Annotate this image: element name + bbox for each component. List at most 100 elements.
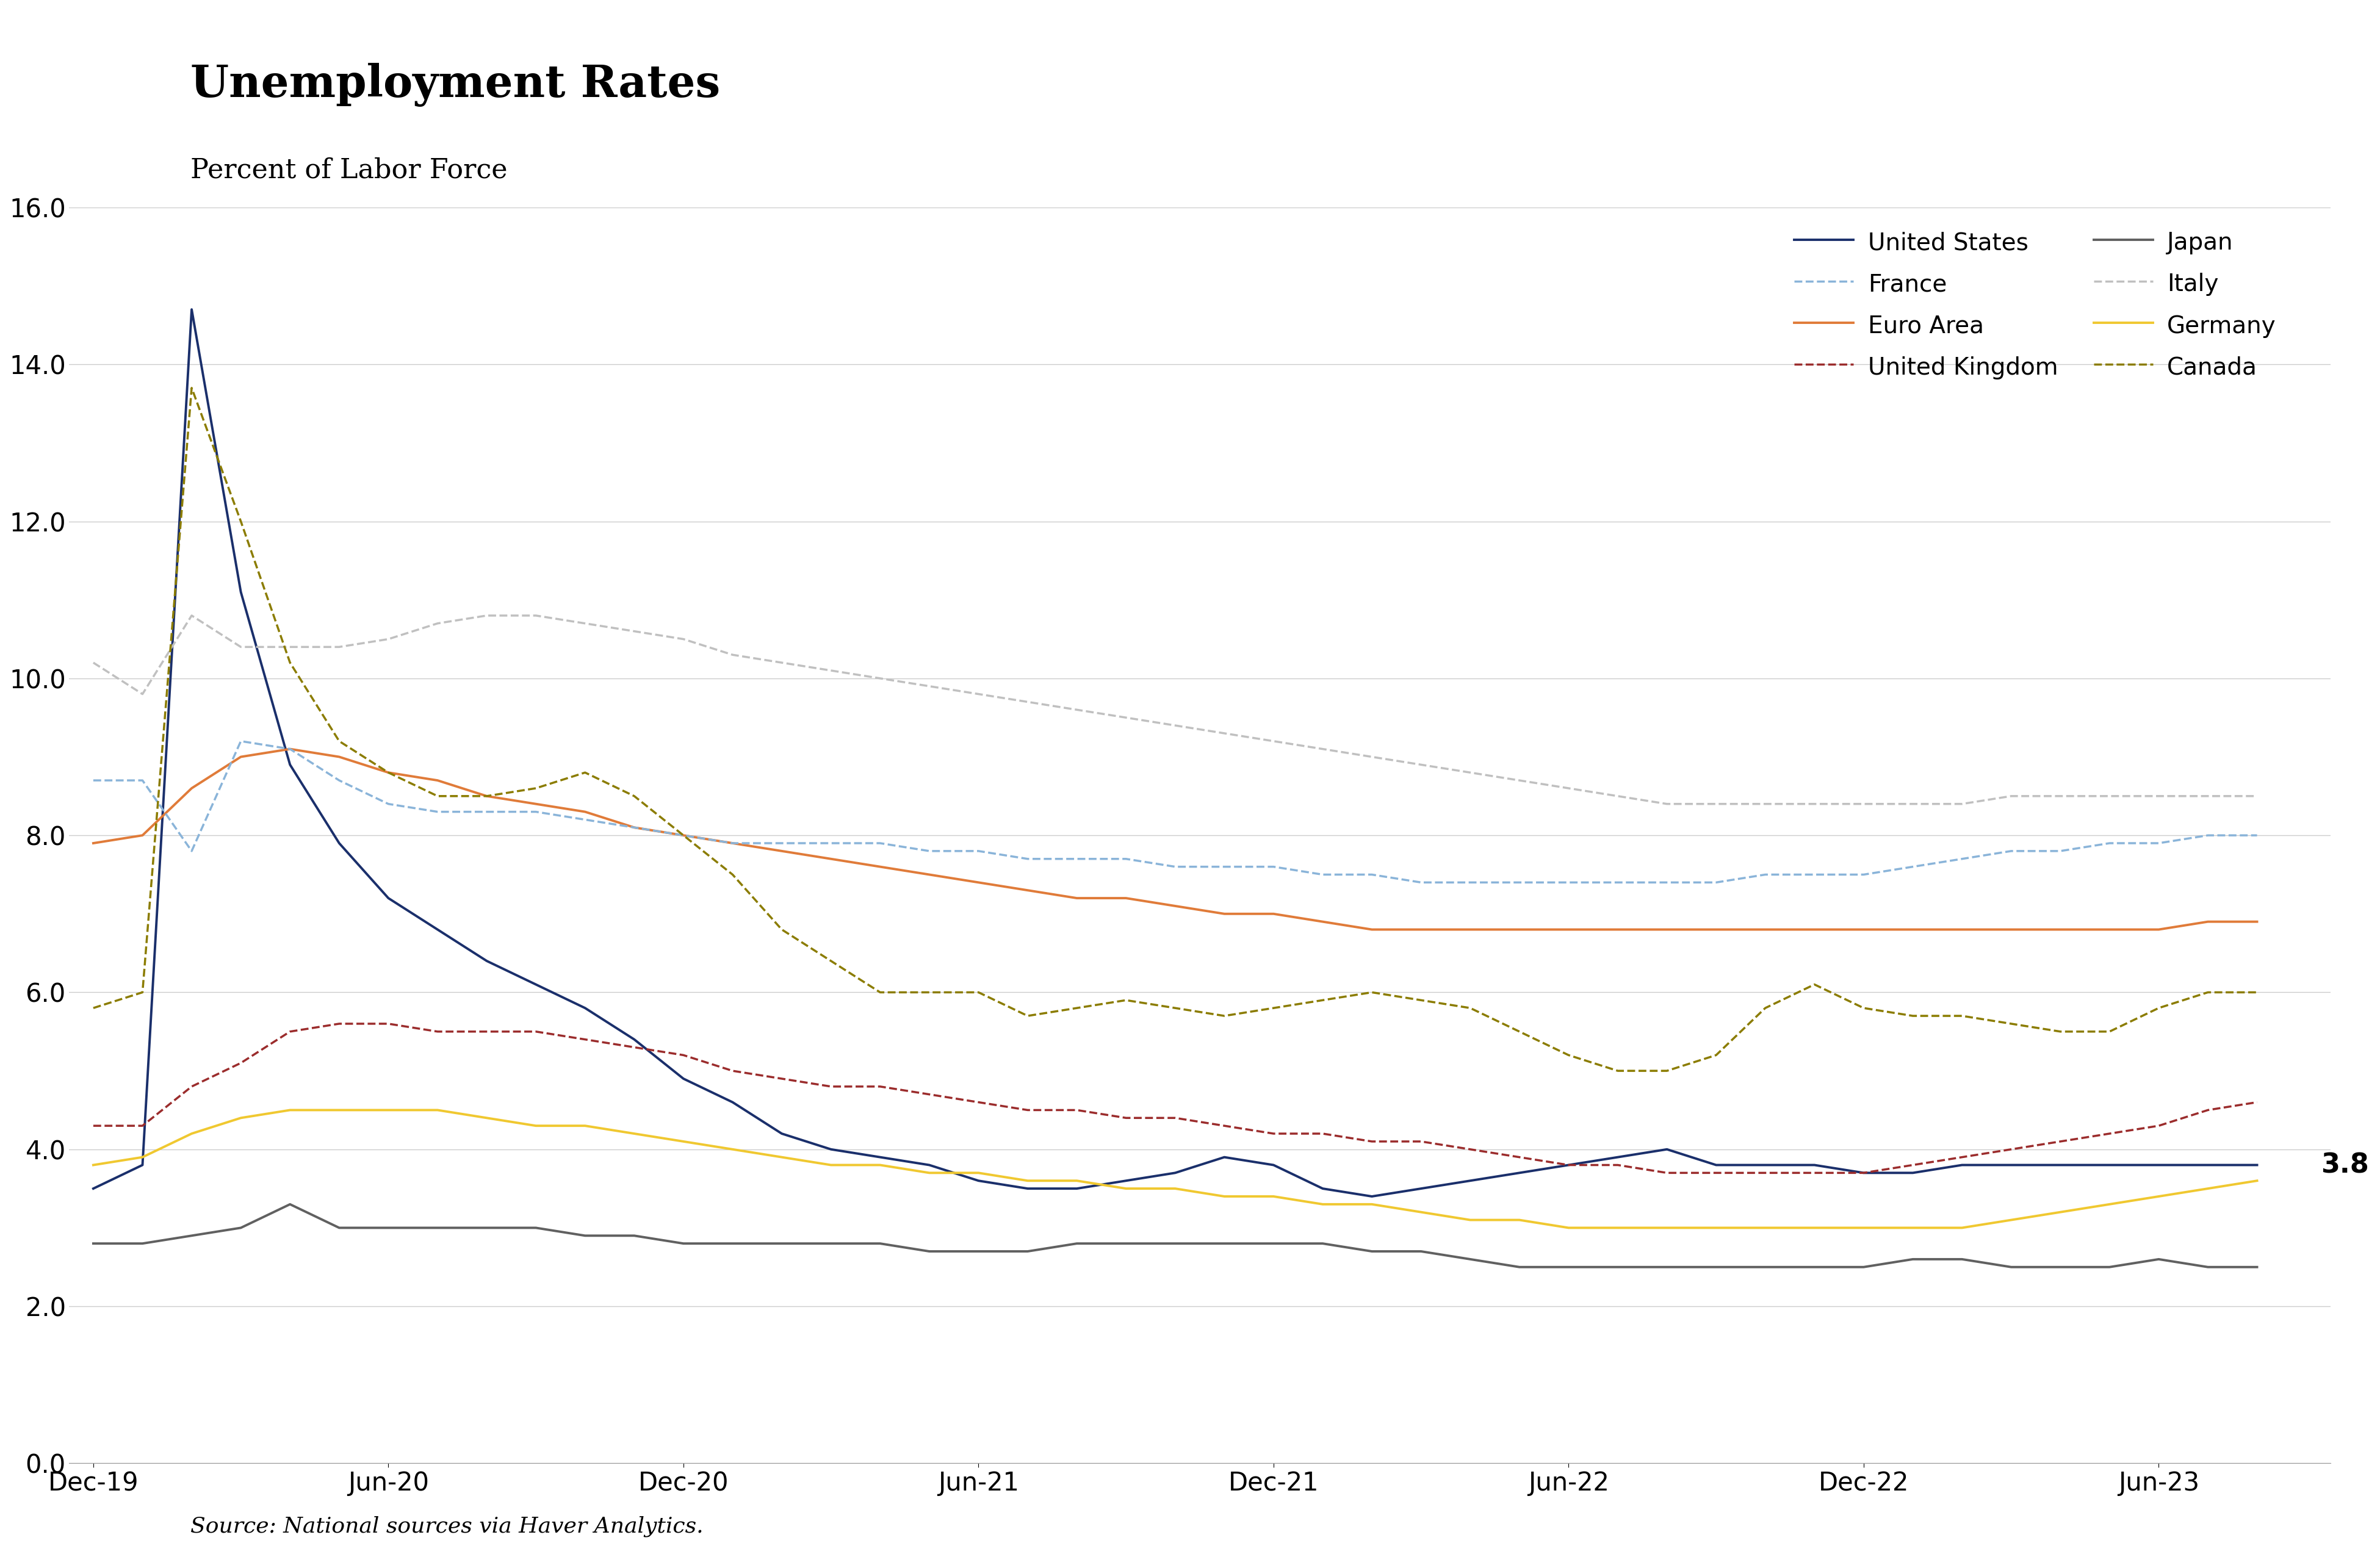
France [79,771,107,790]
Japan [964,1242,992,1261]
France [1752,866,1780,884]
Germany [866,1156,895,1174]
Italy [79,654,107,673]
United Kingdom [1554,1156,1583,1174]
Japan [1702,1258,1730,1276]
Japan [1161,1234,1190,1253]
France [866,834,895,853]
United States [1014,1179,1042,1198]
Euro Area [1997,920,2025,939]
Germany [424,1101,452,1120]
Japan [669,1234,697,1253]
Germany [1799,1218,1828,1237]
Euro Area [1604,920,1633,939]
Italy [2194,787,2223,806]
Italy [179,607,207,626]
United Kingdom [2047,1132,2075,1151]
Japan [474,1218,502,1237]
Euro Area [1014,881,1042,900]
Canada [1061,999,1090,1018]
Germany [276,1101,305,1120]
Canada [276,654,305,673]
Line: United Kingdom: United Kingdom [93,1024,2256,1173]
Italy [326,638,355,657]
Italy [1652,795,1680,814]
Germany [2094,1195,2123,1214]
Euro Area [1161,897,1190,916]
Germany [521,1116,550,1135]
Italy [1849,795,1878,814]
Italy [964,685,992,704]
France [1604,873,1633,892]
France [374,795,402,814]
Canada [2047,1022,2075,1041]
Euro Area [1357,920,1385,939]
Canada [914,983,942,1002]
United States [1161,1163,1190,1182]
United States [1259,1156,1288,1174]
United States [129,1156,157,1174]
France [1997,842,2025,861]
Italy [619,622,647,641]
France [1111,850,1140,869]
Germany [669,1132,697,1151]
France [571,811,600,829]
Italy [424,615,452,633]
United Kingdom [1752,1163,1780,1182]
Japan [2242,1258,2271,1276]
Euro Area [1947,920,1975,939]
Italy [1752,795,1780,814]
United States [1899,1163,1928,1182]
Japan [226,1218,255,1237]
Japan [1111,1234,1140,1253]
United Kingdom [1061,1101,1090,1120]
United States [521,975,550,994]
Italy [474,607,502,626]
United States [1111,1171,1140,1190]
Japan [179,1226,207,1245]
Italy [816,662,845,681]
United States [2194,1156,2223,1174]
United States [719,1093,747,1112]
Canada [1554,1046,1583,1065]
France [1947,850,1975,869]
Canada [1259,999,1288,1018]
Canada [129,983,157,1002]
Germany [1259,1187,1288,1206]
France [719,834,747,853]
Germany [1997,1210,2025,1229]
Line: Japan: Japan [93,1204,2256,1267]
United States [179,299,207,318]
Canada [1014,1007,1042,1025]
France [1161,858,1190,877]
Japan [2094,1258,2123,1276]
France [1407,873,1435,892]
Canada [1799,975,1828,994]
France [226,732,255,751]
Germany [1209,1187,1238,1206]
Euro Area [1504,920,1533,939]
Euro Area [669,826,697,845]
Euro Area [1061,889,1090,908]
Canada [669,826,697,845]
Japan [1604,1258,1633,1276]
United States [1849,1163,1878,1182]
United Kingdom [1652,1163,1680,1182]
Euro Area [2047,920,2075,939]
Canada [619,787,647,806]
Italy [571,615,600,633]
Euro Area [1849,920,1878,939]
Canada [521,779,550,798]
Line: France: France [93,742,2256,883]
Germany [1407,1203,1435,1221]
Euro Area [1752,920,1780,939]
United Kingdom [129,1116,157,1135]
United States [2144,1156,2173,1174]
Italy [866,670,895,688]
Canada [1209,1007,1238,1025]
Germany [2047,1203,2075,1221]
Canada [816,952,845,971]
United Kingdom [1849,1163,1878,1182]
Japan [1849,1258,1878,1276]
United States [1357,1187,1385,1206]
